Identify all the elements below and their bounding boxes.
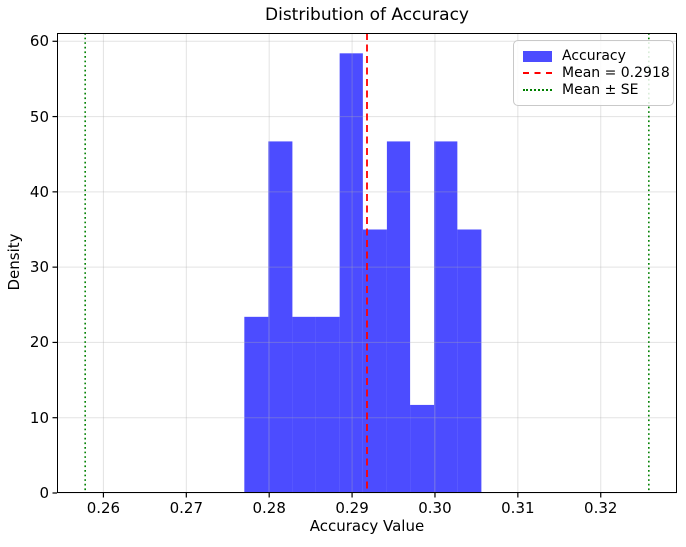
histogram-bar <box>292 316 316 493</box>
x-tick-label: 0.30 <box>418 499 452 517</box>
histogram-bar <box>315 316 340 493</box>
y-tick-label: 30 <box>29 258 49 277</box>
legend-entry-mean-line: Mean = 0.2918 <box>523 65 670 82</box>
histogram-bar <box>339 53 363 493</box>
x-tick-label: 0.26 <box>86 499 121 517</box>
legend-label-accuracy: Accuracy <box>562 48 626 65</box>
x-axis-label: Accuracy Value <box>309 517 425 535</box>
y-tick-label: 50 <box>29 107 49 126</box>
y-tick-label: 60 <box>29 32 49 51</box>
legend-entry-accuracy: Accuracy <box>523 48 664 65</box>
plot-area <box>52 33 677 498</box>
histogram-bar <box>434 141 458 493</box>
legend-entry-se-lines: Mean ± SE <box>523 81 664 98</box>
x-tick-label: 0.31 <box>501 499 535 517</box>
histogram-bar <box>386 141 411 493</box>
histogram-bar <box>244 316 269 493</box>
chart-title: Distribution of Accuracy <box>265 5 469 25</box>
histogram-bar <box>457 229 482 493</box>
x-tick-label: 0.27 <box>169 499 203 517</box>
legend-swatch-se-lines <box>523 88 552 91</box>
y-axis-label: Density <box>5 233 23 291</box>
legend-swatch-mean-line <box>523 72 552 74</box>
y-tick-label: 0 <box>39 484 49 502</box>
histogram-bar <box>268 141 293 493</box>
x-tick-label: 0.32 <box>584 499 618 517</box>
axes-spines <box>57 33 677 493</box>
legend-label-se-lines: Mean ± SE <box>562 81 639 98</box>
x-tick-label: 0.28 <box>252 499 286 517</box>
histogram-bar <box>410 404 435 493</box>
legend-label-mean-line: Mean = 0.2918 <box>562 65 670 81</box>
y-tick-label: 20 <box>29 333 49 352</box>
x-tick-label: 0.29 <box>335 499 369 517</box>
y-tick-label: 40 <box>29 182 49 201</box>
legend-swatch-accuracy <box>523 50 552 62</box>
y-tick-label: 10 <box>29 408 49 427</box>
legend: Accuracy Mean = 0.2918 Mean ± SE <box>513 40 674 106</box>
